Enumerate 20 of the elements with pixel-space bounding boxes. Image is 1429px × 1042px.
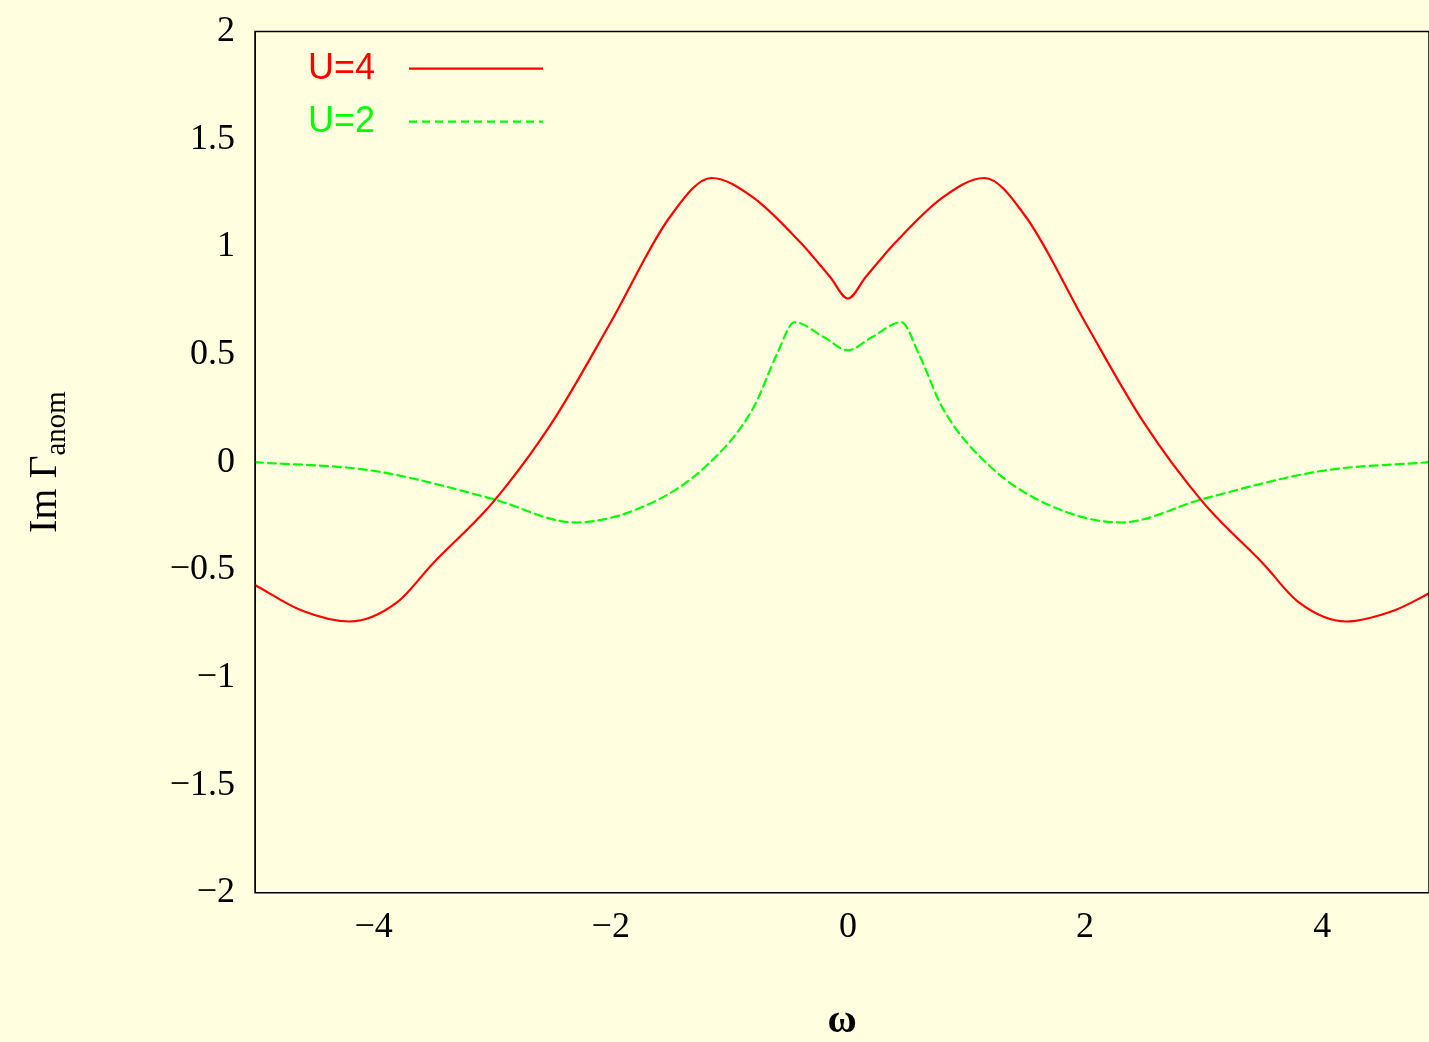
y-tick-label: 0 — [217, 439, 235, 480]
line-series — [255, 321, 1429, 524]
y-tick-label: −2 — [196, 870, 235, 911]
y-tick-label: 1 — [217, 224, 235, 265]
x-tick-label: 2 — [1076, 904, 1095, 945]
x-tick-label: −2 — [591, 904, 630, 945]
x-axis-title: ω — [827, 996, 857, 1042]
x-tick-label: 4 — [1313, 904, 1332, 945]
y-tick-label: −1.5 — [169, 762, 235, 803]
legend-label: U=4 — [307, 45, 375, 87]
legend-label: U=2 — [307, 98, 375, 140]
y-tick-label: 2 — [217, 9, 235, 50]
y-tick-label: 1.5 — [190, 116, 235, 157]
x-tick-label: 0 — [838, 904, 857, 945]
y-tick-label: −1 — [196, 654, 235, 695]
y-tick-label: 0.5 — [190, 332, 235, 372]
line-series — [255, 176, 1429, 623]
y-axis-title: Im Γanom — [19, 391, 71, 533]
x-tick-label: −4 — [354, 904, 393, 945]
y-tick-label: −0.5 — [169, 547, 235, 588]
